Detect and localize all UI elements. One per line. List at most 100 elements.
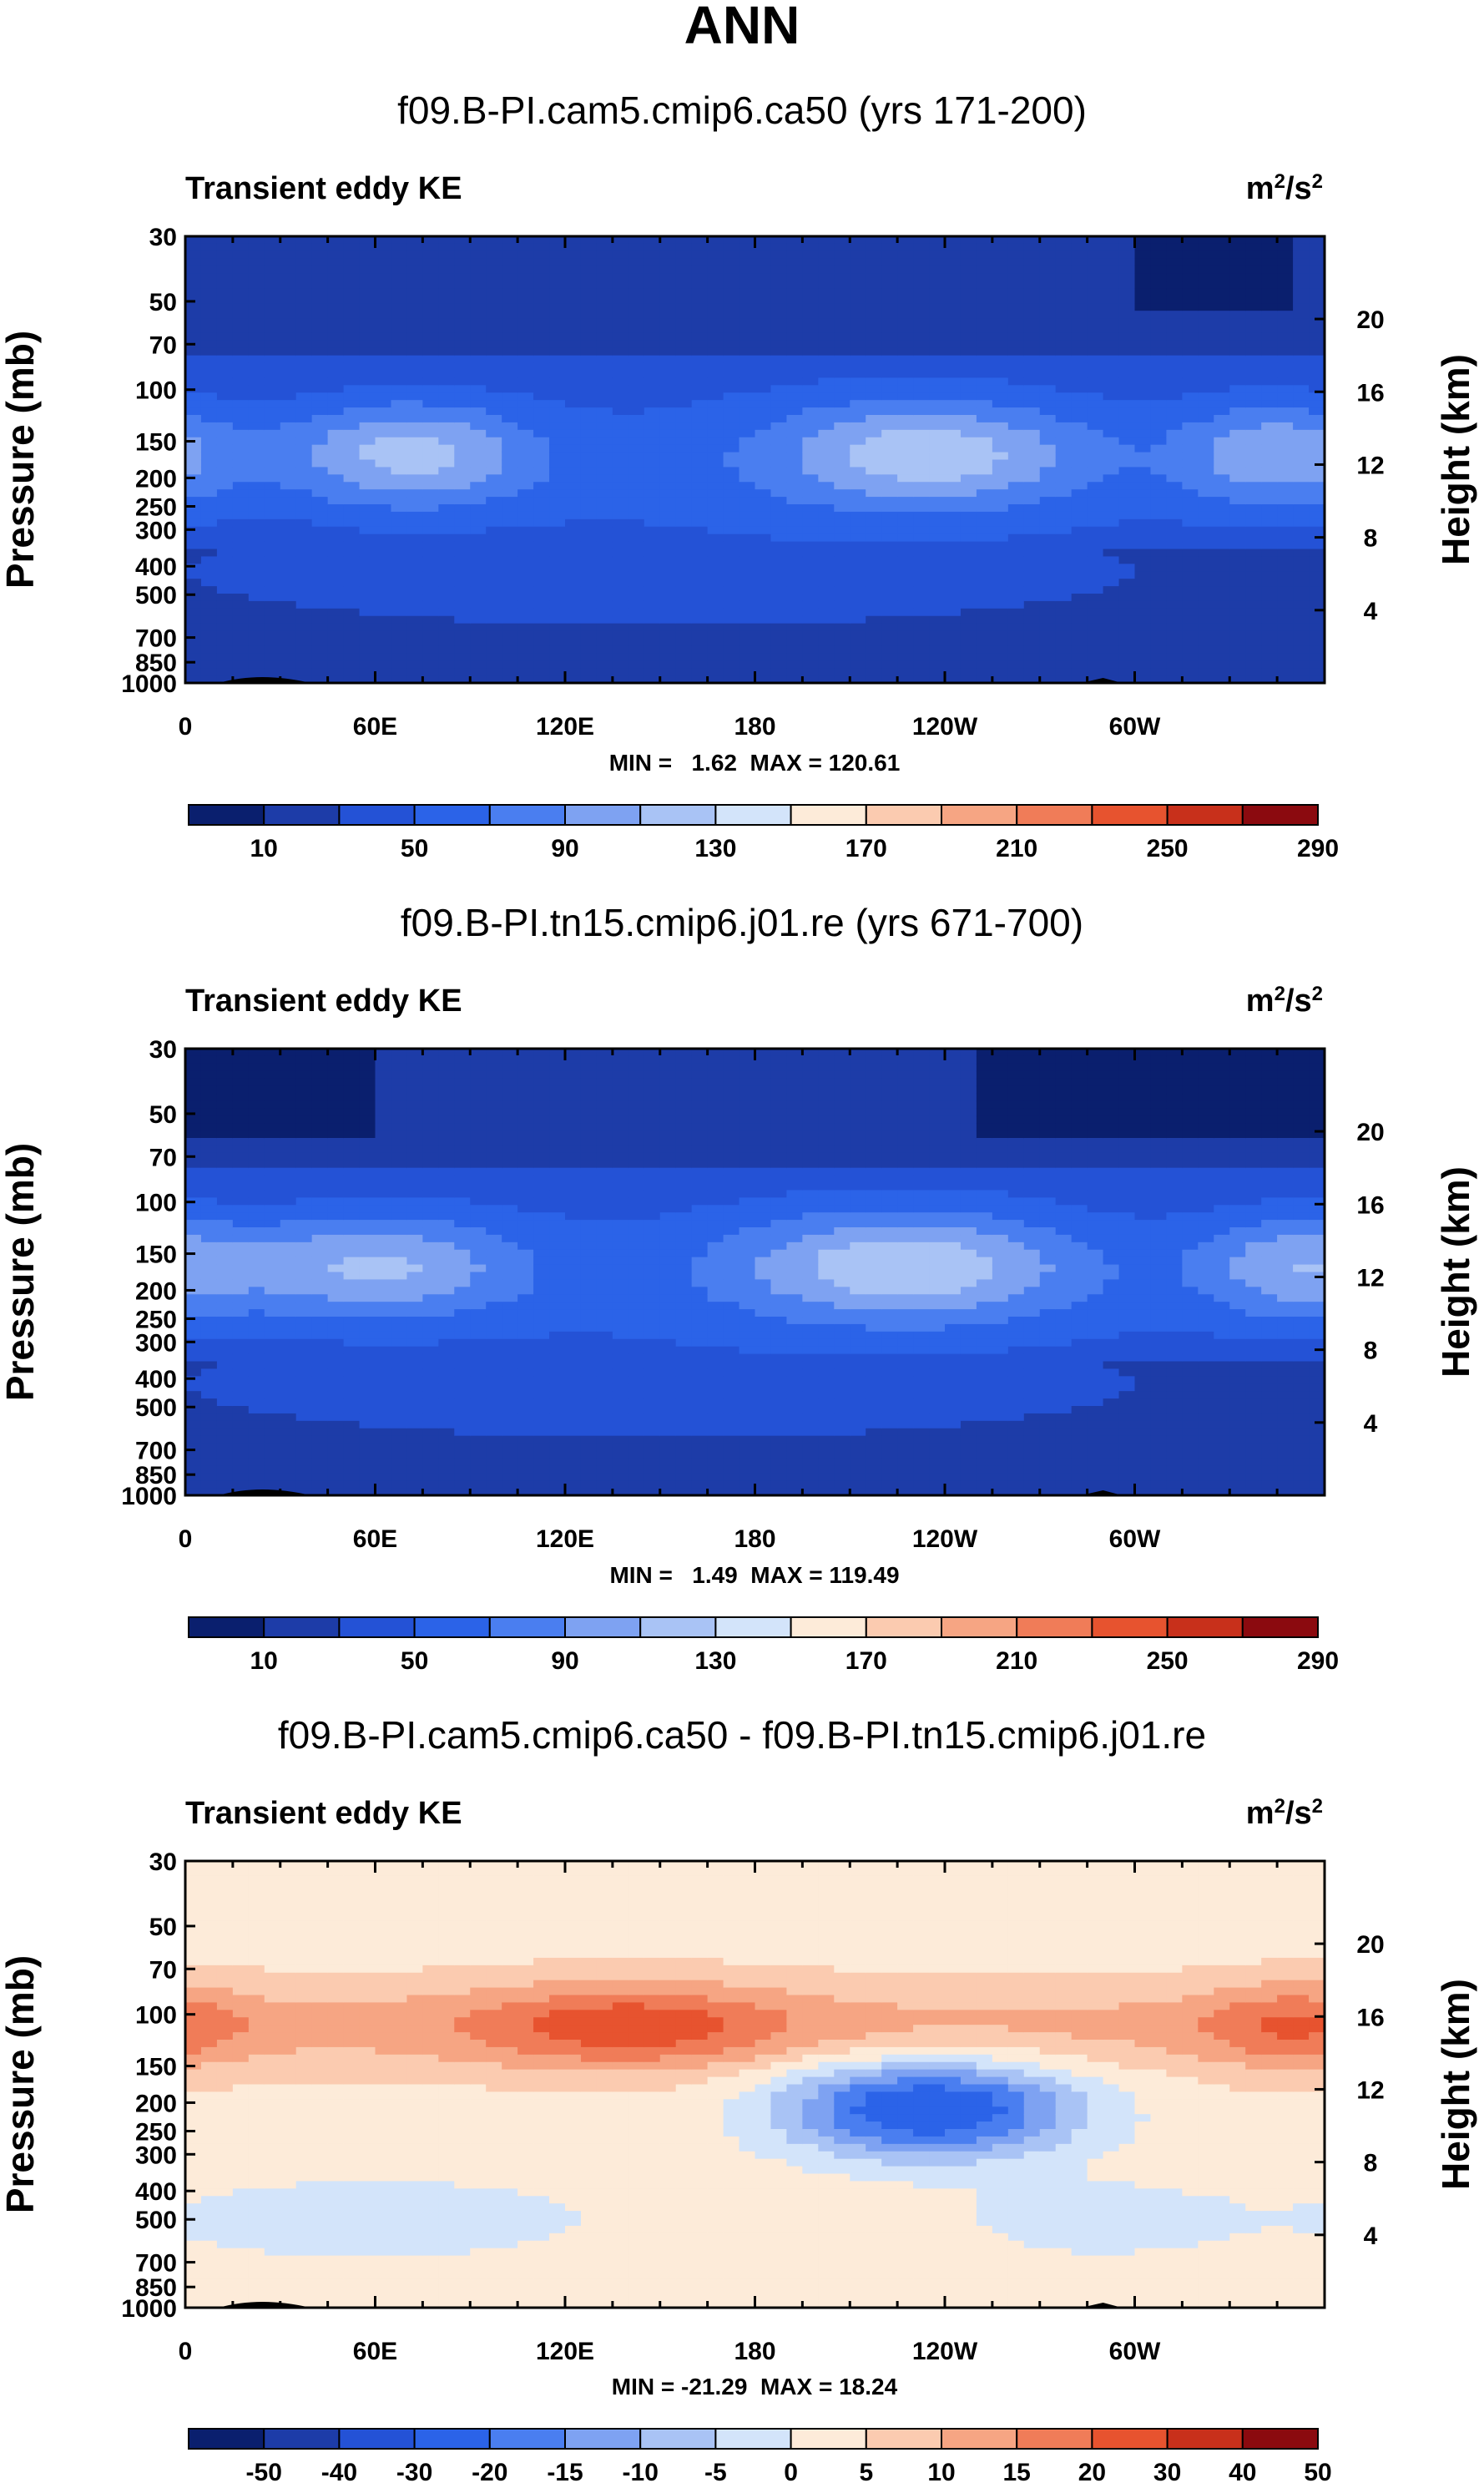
y-tick-label: 850 xyxy=(135,650,177,677)
contour-cell xyxy=(1071,243,1088,252)
contour-cell xyxy=(533,564,550,572)
contour-cell xyxy=(470,347,487,357)
contour-cell xyxy=(1007,273,1025,282)
contour-cell xyxy=(945,504,962,513)
contour-cell xyxy=(1118,444,1136,453)
contour-cell xyxy=(580,362,598,372)
contour-cell xyxy=(216,1294,234,1302)
contour-cell xyxy=(327,243,345,252)
contour-cell xyxy=(818,668,835,676)
contour-cell xyxy=(992,407,1009,416)
contour-cell xyxy=(976,377,993,386)
contour-cell xyxy=(1261,579,1278,587)
contour-cell xyxy=(1214,511,1230,520)
contour-cell xyxy=(517,497,534,505)
contour-cell xyxy=(1261,549,1278,558)
contour-cell xyxy=(1261,311,1278,319)
contour-cell xyxy=(881,392,898,401)
contour-cell xyxy=(580,437,598,446)
contour-cell xyxy=(438,429,455,438)
contour-cell xyxy=(1277,303,1294,311)
contour-cell xyxy=(454,615,471,625)
contour-cell xyxy=(295,311,313,319)
contour-cell xyxy=(438,489,455,498)
contour-cell xyxy=(580,594,598,602)
contour-cell xyxy=(1023,586,1041,594)
contour-cell xyxy=(295,1287,313,1295)
contour-cell xyxy=(248,303,265,311)
contour-cell xyxy=(1055,303,1073,311)
contour-cell xyxy=(802,564,819,572)
contour-cell xyxy=(834,370,851,379)
contour-cell xyxy=(185,1435,202,1444)
contour-cell xyxy=(549,347,566,357)
contour-cell xyxy=(691,243,709,252)
contour-cell xyxy=(1103,273,1120,282)
contour-cell xyxy=(1166,571,1183,579)
contour-cell xyxy=(248,600,265,609)
contour-cell xyxy=(866,564,882,572)
page-title: ANN xyxy=(684,0,800,55)
contour-cell xyxy=(470,579,487,587)
contour-cell xyxy=(1309,437,1325,446)
contour-cell xyxy=(295,564,313,572)
contour-cell xyxy=(881,630,898,640)
contour-cell xyxy=(612,250,629,260)
contour-cell xyxy=(723,526,740,535)
contour-cell xyxy=(280,630,297,640)
contour-cell xyxy=(200,1197,218,1206)
contour-cell xyxy=(280,1093,297,1102)
contour-cell xyxy=(1150,564,1168,572)
contour-cell xyxy=(1055,511,1073,520)
contour-cell xyxy=(1055,482,1073,490)
contour-cell xyxy=(707,489,724,498)
contour-cell xyxy=(200,422,218,431)
contour-cell xyxy=(960,564,977,572)
contour-cell xyxy=(438,236,455,245)
contour-cell xyxy=(549,511,566,520)
contour-cell xyxy=(1229,474,1246,483)
contour-cell xyxy=(580,385,598,393)
contour-cell xyxy=(533,615,550,625)
contour-cell xyxy=(897,556,914,564)
contour-cell xyxy=(945,311,962,319)
contour-cell xyxy=(786,281,803,290)
contour-cell xyxy=(786,265,803,275)
contour-cell xyxy=(691,474,709,483)
contour-cell xyxy=(311,243,329,252)
contour-cell xyxy=(517,579,534,587)
contour-cell xyxy=(438,675,455,684)
contour-cell xyxy=(486,415,502,423)
contour-cell xyxy=(311,1257,329,1266)
contour-cell xyxy=(295,429,313,438)
contour-cell xyxy=(264,437,281,446)
contour-cell xyxy=(375,489,392,498)
contour-cell xyxy=(1229,355,1246,364)
contour-cell xyxy=(216,497,234,505)
contour-cell xyxy=(1198,340,1214,349)
contour-cell xyxy=(1150,415,1168,423)
contour-cell xyxy=(216,511,234,520)
contour-cell xyxy=(248,615,265,625)
contour-cell xyxy=(739,675,756,684)
contour-cell xyxy=(1007,556,1025,564)
contour-cell xyxy=(755,392,772,401)
contour-cell xyxy=(232,497,250,505)
contour-cell xyxy=(232,511,250,520)
contour-cell xyxy=(375,675,392,684)
contour-cell xyxy=(533,623,550,632)
contour-cell xyxy=(248,1138,265,1146)
contour-cell xyxy=(375,467,392,475)
contour-cell xyxy=(185,571,202,579)
contour-cell xyxy=(659,332,677,341)
contour-cell xyxy=(470,362,487,372)
contour-cell xyxy=(1214,347,1230,357)
contour-cell xyxy=(1023,362,1041,372)
colorbar-swatch xyxy=(1091,804,1169,826)
contour-cell xyxy=(770,511,788,520)
contour-cell xyxy=(1023,311,1041,319)
contour-cell xyxy=(802,571,819,579)
contour-cell xyxy=(1055,243,1073,252)
contour-cell xyxy=(818,340,835,349)
contour-cell xyxy=(486,600,502,609)
